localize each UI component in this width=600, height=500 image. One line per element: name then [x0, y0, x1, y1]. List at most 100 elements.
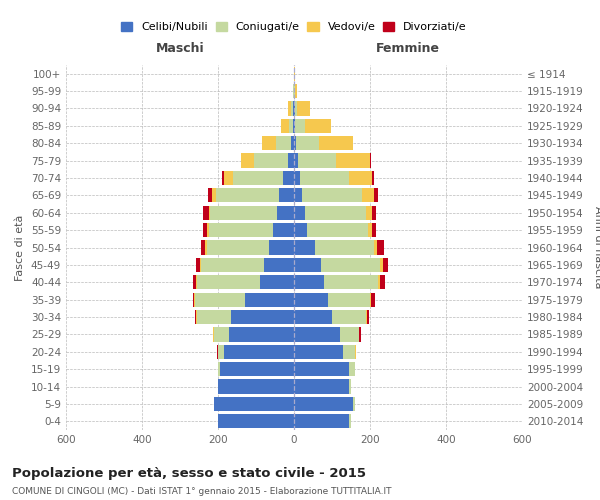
Bar — [325, 275, 377, 289]
Bar — [377, 275, 380, 289]
Bar — [293, 102, 294, 116]
Bar — [294, 397, 353, 411]
Bar — [233, 171, 283, 185]
Bar — [349, 362, 355, 376]
Bar — [295, 84, 297, 98]
Bar — [193, 275, 196, 289]
Bar — [305, 206, 366, 220]
Bar — [208, 188, 212, 202]
Bar — [195, 310, 196, 324]
Bar — [353, 397, 355, 411]
Bar — [366, 310, 367, 324]
Bar — [319, 136, 353, 150]
Bar — [222, 171, 224, 185]
Bar — [380, 258, 383, 272]
Bar — [197, 310, 232, 324]
Bar — [343, 344, 355, 359]
Bar — [196, 275, 197, 289]
Bar — [359, 328, 361, 342]
Bar — [269, 240, 294, 254]
Bar — [294, 344, 343, 359]
Bar — [197, 275, 260, 289]
Legend: Celibi/Nubili, Coniugati/e, Vedovi/e, Divorziati/e: Celibi/Nubili, Coniugati/e, Vedovi/e, Di… — [119, 20, 469, 34]
Bar — [209, 223, 273, 237]
Bar — [349, 171, 372, 185]
Bar — [368, 223, 372, 237]
Bar — [383, 258, 388, 272]
Y-axis label: Anni di nascita: Anni di nascita — [593, 206, 600, 289]
Bar — [193, 292, 194, 307]
Bar — [276, 136, 291, 150]
Bar — [294, 328, 340, 342]
Bar — [296, 102, 310, 116]
Bar — [289, 154, 294, 168]
Bar — [203, 223, 206, 237]
Bar — [315, 240, 374, 254]
Bar — [281, 118, 289, 133]
Bar — [195, 292, 245, 307]
Bar — [254, 154, 289, 168]
Bar — [355, 344, 356, 359]
Bar — [302, 188, 362, 202]
Bar — [241, 154, 254, 168]
Bar — [349, 414, 351, 428]
Bar — [294, 240, 315, 254]
Bar — [224, 344, 294, 359]
Bar — [232, 310, 294, 324]
Bar — [372, 223, 376, 237]
Bar — [294, 66, 295, 81]
Bar — [294, 258, 320, 272]
Bar — [372, 171, 374, 185]
Bar — [289, 118, 293, 133]
Bar — [220, 362, 294, 376]
Text: COMUNE DI CINGOLI (MC) - Dati ISTAT 1° gennaio 2015 - Elaborazione TUTTITALIA.IT: COMUNE DI CINGOLI (MC) - Dati ISTAT 1° g… — [12, 488, 392, 496]
Bar — [206, 223, 209, 237]
Bar — [288, 102, 292, 116]
Bar — [262, 136, 276, 150]
Bar — [294, 362, 349, 376]
Bar — [260, 275, 294, 289]
Bar — [294, 223, 307, 237]
Bar — [305, 118, 331, 133]
Bar — [200, 258, 201, 272]
Bar — [371, 292, 375, 307]
Bar — [328, 292, 370, 307]
Bar — [245, 292, 294, 307]
Bar — [201, 258, 263, 272]
Bar — [212, 328, 214, 342]
Bar — [277, 206, 294, 220]
Bar — [196, 258, 200, 272]
Text: Maschi: Maschi — [155, 42, 205, 54]
Bar — [292, 102, 293, 116]
Bar — [229, 328, 294, 342]
Bar — [374, 188, 377, 202]
Bar — [298, 154, 336, 168]
Bar — [206, 240, 269, 254]
Bar — [294, 118, 295, 133]
Bar — [294, 102, 295, 116]
Bar — [263, 258, 294, 272]
Bar — [332, 310, 366, 324]
Bar — [294, 292, 328, 307]
Bar — [374, 240, 377, 254]
Bar — [273, 223, 294, 237]
Bar — [214, 328, 229, 342]
Bar — [362, 188, 374, 202]
Bar — [218, 344, 224, 359]
Bar — [336, 154, 370, 168]
Text: Femmine: Femmine — [376, 42, 440, 54]
Bar — [218, 414, 294, 428]
Bar — [294, 154, 298, 168]
Bar — [214, 397, 294, 411]
Bar — [279, 188, 294, 202]
Bar — [218, 380, 294, 394]
Bar — [380, 275, 385, 289]
Bar — [201, 240, 205, 254]
Bar — [194, 292, 195, 307]
Bar — [370, 292, 371, 307]
Bar — [294, 275, 325, 289]
Text: Popolazione per età, sesso e stato civile - 2015: Popolazione per età, sesso e stato civil… — [12, 468, 366, 480]
Bar — [307, 223, 368, 237]
Bar — [224, 171, 233, 185]
Bar — [216, 188, 279, 202]
